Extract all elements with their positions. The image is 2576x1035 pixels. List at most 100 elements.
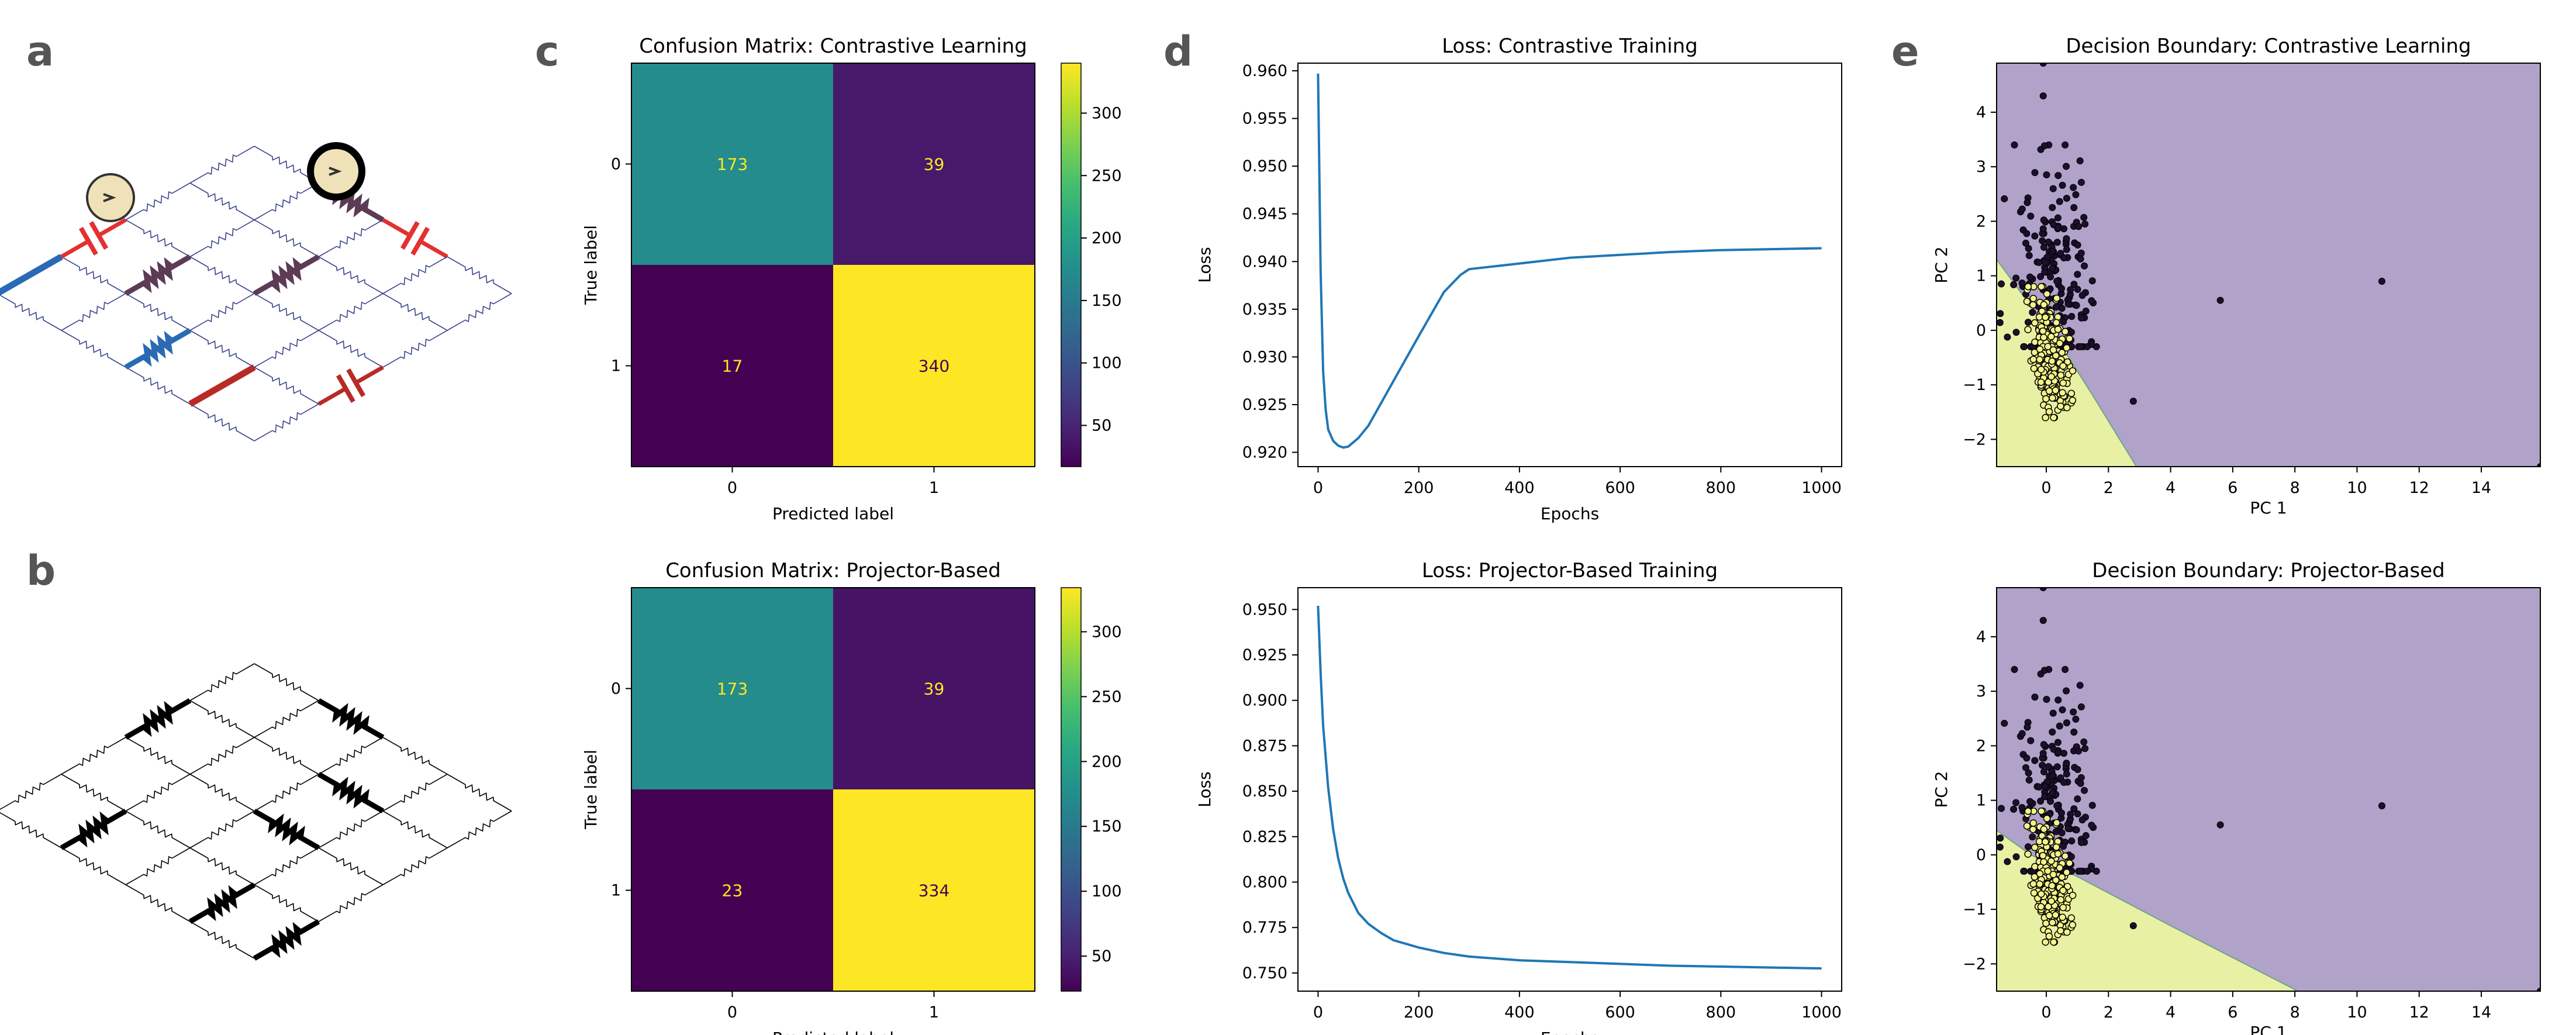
- loss-series-line: [1317, 73, 1822, 449]
- resistor: [189, 293, 255, 331]
- point-class1: [2063, 928, 2071, 936]
- point-class1: [2029, 819, 2038, 827]
- capacitor-plate: [410, 226, 430, 256]
- resistor: [382, 737, 448, 775]
- point-class1: [2029, 301, 2037, 309]
- point-class1: [2049, 346, 2057, 354]
- boundary-line: [1997, 830, 2298, 991]
- point-class0: [2058, 305, 2066, 312]
- point-class0: [2020, 867, 2028, 875]
- cm-cell: [631, 63, 833, 265]
- point-class1: [2029, 356, 2038, 363]
- x-axis-label: Predicted label: [772, 504, 894, 523]
- point-class1: [2042, 938, 2049, 946]
- y-axis-label: Loss: [1195, 247, 1214, 282]
- x-tick-label: 10: [2347, 1003, 2367, 1022]
- colorbar-tick-label: 250: [1092, 688, 1122, 706]
- point-class0: [2031, 694, 2039, 701]
- point-class0: [2083, 343, 2091, 350]
- point-class1: [2031, 319, 2039, 327]
- x-tick-label: 800: [1706, 1003, 1736, 1022]
- resistor: [447, 256, 512, 294]
- cm-cell: [833, 789, 1035, 991]
- resistor: [61, 774, 126, 812]
- y-tick-label: 4: [1976, 628, 1986, 646]
- point-class1: [2059, 886, 2067, 895]
- point-class1: [2056, 864, 2064, 872]
- point-class0: [2070, 184, 2077, 191]
- point-class0: [2043, 171, 2050, 178]
- point-class1: [2040, 858, 2047, 866]
- point-class1: [2059, 389, 2066, 396]
- point-class1: [2067, 389, 2076, 398]
- resistor: [189, 403, 255, 441]
- point-outlier: [2039, 616, 2047, 624]
- capacitor-plate: [89, 220, 109, 250]
- point-class0: [2067, 286, 2074, 294]
- point-class0: [2049, 728, 2056, 736]
- point-class0: [2039, 237, 2046, 244]
- plot-area: [1997, 588, 2540, 991]
- point-class0: [2054, 172, 2062, 180]
- resistor: [382, 293, 448, 331]
- point-class0: [2082, 308, 2090, 315]
- point-class0: [2026, 798, 2034, 805]
- point-class0: [2053, 277, 2061, 285]
- point-class0: [2080, 738, 2088, 746]
- point-class0: [2088, 822, 2095, 829]
- x-tick-label: 2: [2104, 479, 2114, 497]
- point-class0: [2056, 722, 2063, 730]
- x-tick-label: 12: [2409, 1003, 2429, 1022]
- decision-boundary-projector: Decision Boundary: Projector-Based 0 2 4 6 8 1…: [1932, 559, 2541, 1035]
- point-class0: [2059, 181, 2066, 189]
- point-class1: [2042, 919, 2050, 927]
- point-class0: [2060, 318, 2067, 326]
- point-class1: [2024, 808, 2032, 815]
- point-class1: [2043, 815, 2051, 823]
- point-class0: [2035, 783, 2043, 791]
- point-class0: [2022, 239, 2029, 247]
- point-class1: [2069, 891, 2077, 899]
- x-tick-label: 14: [2471, 479, 2491, 497]
- point-class1: [2038, 365, 2045, 374]
- point-class1: [2049, 871, 2057, 878]
- cm-cell: [631, 588, 833, 789]
- resistor: [254, 774, 319, 812]
- colorbar-tick-label: 200: [1092, 753, 1122, 771]
- point-class0: [2063, 687, 2070, 695]
- point-class1: [2024, 326, 2032, 333]
- cm-cell-value: 23: [722, 881, 743, 901]
- y-tick-label: −1: [1963, 376, 1986, 394]
- resistor: [254, 182, 319, 220]
- resistor: [125, 367, 191, 405]
- point-class1: [2069, 396, 2077, 404]
- resistor: [0, 294, 62, 331]
- point-class1: [2023, 298, 2031, 305]
- plot-area: [1997, 63, 2540, 467]
- y-tick-label: 0.950: [1242, 157, 1287, 175]
- x-tick-label: 6: [2228, 479, 2237, 497]
- point-class0: [2049, 789, 2056, 797]
- x-axis-label: Epochs: [1541, 1029, 1599, 1035]
- point-class0: [2070, 204, 2078, 212]
- cm-cell: [833, 63, 1035, 265]
- resistor: [189, 219, 255, 257]
- colorbar-tick-label: 50: [1092, 947, 1111, 965]
- resistor-strong: [253, 809, 320, 850]
- y-tick-label: 1: [1976, 792, 1986, 810]
- point-class1: [2059, 913, 2066, 921]
- point-class0: [2012, 274, 2020, 282]
- point-class0: [2077, 779, 2084, 787]
- point-class1: [2047, 897, 2055, 905]
- point-class0: [2040, 142, 2048, 150]
- circuit-diagram-b: [0, 663, 512, 961]
- x-tick-label: 10: [2347, 479, 2367, 497]
- resistor: [189, 700, 255, 738]
- resistor: [254, 330, 319, 368]
- point-class0: [2040, 667, 2048, 674]
- capacitor-lead: [97, 218, 127, 237]
- point-class0: [2020, 343, 2028, 350]
- point-class1: [2053, 819, 2061, 827]
- point-class1: [2063, 403, 2071, 412]
- point-class0: [2039, 225, 2047, 233]
